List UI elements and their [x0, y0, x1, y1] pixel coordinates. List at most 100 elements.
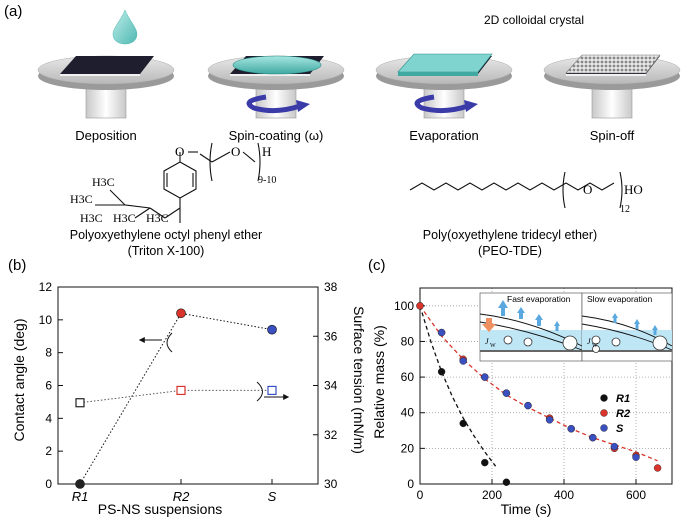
evaporating-film: [397, 53, 493, 73]
spin-coating-steps: Deposition Spin-coating (ω) Evaporation Spi…: [37, 9, 681, 143]
chart-b-xlabel: PS-NS suspensions: [98, 501, 223, 517]
chart-b-xtick-label: R1: [72, 489, 89, 504]
inset-slow-flux: J: [587, 337, 591, 346]
panel-c-label: (c): [368, 257, 386, 274]
chart-b-frame: [57, 286, 319, 485]
chart-b-xtick-label: S: [268, 489, 277, 504]
peo-bracket-right: [619, 171, 623, 209]
chart-c-point-R1: [481, 458, 489, 467]
chart-c-point-R2: [653, 464, 662, 472]
substrate: [60, 56, 154, 74]
chart-c-ylabel: Relative mass (%): [371, 325, 387, 439]
chart-c-point-R2: [416, 302, 424, 310]
chart-c-xlabel: Time (s): [501, 501, 552, 517]
inset-slow-evaporation: Slow evaporation J W: [581, 292, 673, 362]
panel-a-label: (a): [4, 3, 22, 20]
chart-c-ytick-label: 40: [401, 406, 415, 420]
chart-b-ytick-right-label: 30: [324, 477, 338, 491]
chart-b-right-axis-indicator: [256, 381, 263, 402]
triton-ch3-3: H3C: [80, 211, 103, 225]
device-1: Deposition: [37, 55, 175, 143]
peo-o: O: [583, 182, 592, 197]
step-label-3: Evaporation: [409, 128, 478, 143]
inset-fast-flux-sub: W: [490, 343, 496, 349]
chart-b-contact-angle-point: [176, 308, 186, 319]
peo-chain: [409, 182, 615, 191]
triton-h: H: [262, 144, 271, 159]
chart-b-ytick-label: 2: [45, 444, 52, 458]
device-2: Spin-coating (ω): [207, 55, 345, 143]
chart-b-xtick-label: R2: [173, 489, 190, 504]
peo-ho: HO: [624, 182, 643, 197]
inset-fast-evaporation: Fast evaporation J W: [479, 292, 583, 362]
triton-short: (Triton X-100): [128, 244, 205, 258]
triton-ch3-4: H3C: [113, 211, 136, 225]
colloidal-crystal: [565, 54, 661, 74]
chart-b-ytick-right-label: 36: [324, 329, 338, 343]
substrate-edge: [230, 74, 310, 76]
chart-b-ytick-label: 10: [39, 313, 53, 327]
chart-c-ytick-label: 20: [401, 441, 415, 455]
chart-b-surface-tension-point: [176, 385, 186, 396]
chart-b-ytick-right-label: 32: [324, 428, 338, 442]
chart-c-ytick-label: 0: [407, 477, 414, 491]
device-3: Evaporation: [375, 53, 513, 143]
step-label-1: Deposition: [75, 128, 136, 143]
inset-fast-title: Fast evaporation: [507, 294, 571, 304]
rotation-arrow-head: [464, 100, 478, 112]
chart-c-legend-label: S: [616, 423, 624, 435]
triton-ch3-1: H3C: [92, 175, 115, 189]
chart-c-xtick-label: 0: [417, 488, 424, 502]
chart-contact-angle: 0 2 4 6 8 10 12 30 32 34 36 38 R1 R2 S: [39, 280, 338, 504]
chart-c-ytick-label: 60: [401, 370, 415, 384]
step-label-4: Spin-off: [590, 128, 635, 143]
chart-c-ytick-label: 80: [401, 334, 415, 348]
rotation-arrow-head: [296, 100, 310, 112]
chart-c-point-S: [502, 389, 511, 397]
chart-c-point-S: [437, 328, 446, 337]
chart-c-point-S: [632, 453, 640, 461]
device-4: Spin-off: [543, 54, 681, 143]
chart-b-ytick-label: 6: [45, 379, 52, 393]
chart-c-frame: [419, 287, 673, 485]
panel-b-label: (b): [8, 257, 26, 274]
peo-bracket-left: [562, 171, 566, 209]
chart-c-legend-label: R1: [616, 393, 630, 405]
chart-c-legend-label: R2: [616, 408, 630, 420]
chart-c-point-S: [589, 433, 597, 442]
chart-b-contact-angle-line: [79, 312, 273, 485]
inset-fast-flux: J: [485, 337, 489, 346]
inset-slow-flux-sub: W: [592, 343, 598, 349]
chart-c-legend-marker: [600, 409, 608, 417]
triton-structure: [134, 142, 261, 223]
chart-b-surface-tension-point: [75, 398, 85, 408]
peo-name: Poly(oxyethylene tridecyl ether): [423, 228, 597, 242]
chart-c-fit-R1: [419, 305, 497, 467]
chart-relative-mass: 0 200 400 600 0 20 40 60 80 100 R1 R2 S: [394, 287, 673, 502]
chart-b-ytick-right-label: 34: [324, 379, 338, 393]
chart-c-point-R1: [502, 478, 511, 486]
inset-slow-title: Slow evaporation: [587, 294, 652, 304]
chart-c-xtick-label: 600: [626, 488, 646, 502]
chart-c-point-R1: [437, 368, 446, 376]
chart-b-left-axis-indicator: [166, 332, 173, 353]
triton-ch3-5: H3C: [146, 211, 169, 225]
chart-c-point-S: [567, 425, 575, 433]
chart-c-point-R1: [459, 419, 467, 428]
chart-c-legend-marker: [600, 394, 608, 402]
step-label-2: Spin-coating (ω): [229, 128, 324, 143]
chart-b-ylabel: Contact angle (deg): [11, 319, 27, 442]
triton-name: Polyoxyethylene octyl phenyl ether: [70, 228, 262, 242]
chart-c-point-S: [459, 357, 467, 365]
peo-subscript: 12: [620, 204, 630, 215]
substrate-edge: [566, 74, 646, 76]
rotation-arrow: [414, 94, 469, 114]
chart-c-legend-marker: [600, 424, 608, 432]
chart-c-point-S: [610, 442, 619, 451]
chart-b-ytick-label: 4: [45, 411, 52, 425]
droplet: [112, 9, 138, 45]
chart-b-ytick-label: 0: [45, 477, 52, 491]
chart-b-ytick-label: 12: [39, 280, 53, 294]
chart-b-contact-angle-point: [75, 479, 85, 489]
